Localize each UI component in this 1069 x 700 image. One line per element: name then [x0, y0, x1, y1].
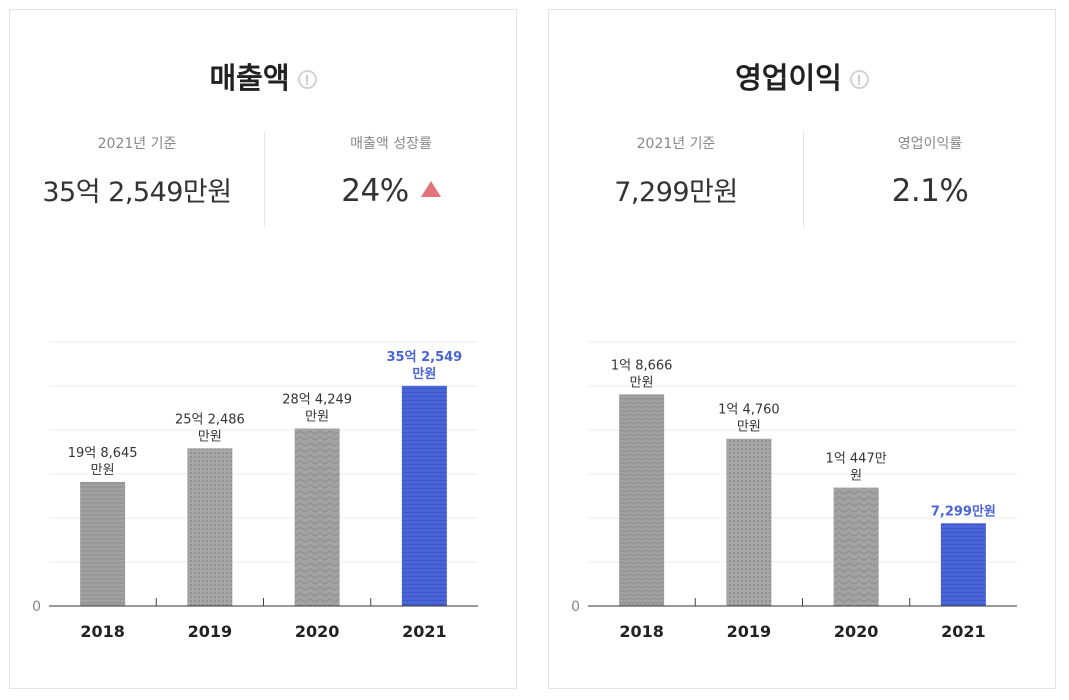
base-stat: 2021년 기준 35억 2,549만원: [10, 132, 264, 227]
data-label: 28억 4,249 만원: [282, 392, 352, 424]
bar[interactable]: [294, 428, 340, 606]
y-tick-label: 0: [32, 599, 41, 615]
info-icon[interactable]: [849, 70, 869, 89]
y-tick-label: 0: [571, 599, 580, 615]
data-label: 7,299만원: [931, 503, 996, 519]
bar[interactable]: [187, 448, 233, 606]
x-tick-label: 2020: [834, 622, 879, 641]
x-tick-label: 2019: [188, 622, 233, 641]
rate-value: 2.1%: [891, 173, 969, 209]
x-tick-label: 2018: [619, 622, 664, 641]
bar[interactable]: [401, 385, 447, 606]
rate-label: 영업이익률: [897, 136, 963, 152]
x-tick-label: 2019: [727, 622, 772, 641]
bar[interactable]: [833, 487, 879, 606]
bar[interactable]: [619, 394, 665, 606]
base-label: 2021년 기준: [636, 136, 716, 152]
card-title: 영업이익: [549, 60, 1055, 96]
base-stat: 2021년 기준 7,299만원: [549, 132, 803, 227]
bar[interactable]: [726, 438, 772, 606]
x-tick-label: 2021: [941, 622, 986, 641]
bar[interactable]: [80, 481, 126, 606]
info-icon[interactable]: [297, 70, 317, 89]
rate-label: 매출액 성장률: [350, 136, 432, 152]
rate-stat: 매출액 성장률 24%: [264, 132, 518, 227]
data-label: 35억 2,549 만원: [387, 350, 463, 382]
x-tick-label: 2018: [80, 622, 125, 641]
rate-value-row: 24%: [264, 173, 518, 209]
operating-profit-bar-chart: 0 1억 8,666 만원 2018 1억 4,760 만원 2019 1억 447만 원 202…: [571, 341, 1017, 641]
data-label: 1억 8,666 만원: [611, 358, 673, 390]
operating-profit-card: 영업이익 2021년 기준 7,299만원 영업이익률 2.1% 0 1억 8,6…: [548, 9, 1056, 689]
data-label: 1억 4,760 만원: [718, 403, 780, 435]
x-tick-label: 2020: [295, 622, 340, 641]
revenue-card: 매출액 2021년 기준 35억 2,549만원 매출액 성장률 24% 0 19…: [9, 9, 517, 689]
card-title-text: 매출액: [209, 61, 290, 95]
base-value: 35억 2,549만원: [42, 177, 232, 208]
stat-divider: [264, 132, 265, 227]
base-value: 7,299만원: [614, 177, 738, 208]
bar[interactable]: [940, 523, 986, 606]
data-label: 25억 2,486 만원: [175, 412, 245, 444]
x-tick-label: 2021: [402, 622, 447, 641]
revenue-bar-chart: 0 19억 8,645 만원 2018 25억 2,486 만원 2019 28억 4,249…: [32, 341, 478, 641]
trend-up-icon: [420, 181, 441, 197]
card-title: 매출액: [10, 60, 516, 96]
card-title-text: 영업이익: [735, 61, 842, 95]
rate-value: 24%: [341, 173, 409, 209]
stat-divider: [803, 132, 804, 227]
data-label: 19억 8,645 만원: [68, 446, 138, 478]
base-label: 2021년 기준: [97, 136, 177, 152]
rate-stat: 영업이익률 2.1%: [803, 132, 1057, 227]
data-label: 1억 447만 원: [826, 452, 887, 484]
